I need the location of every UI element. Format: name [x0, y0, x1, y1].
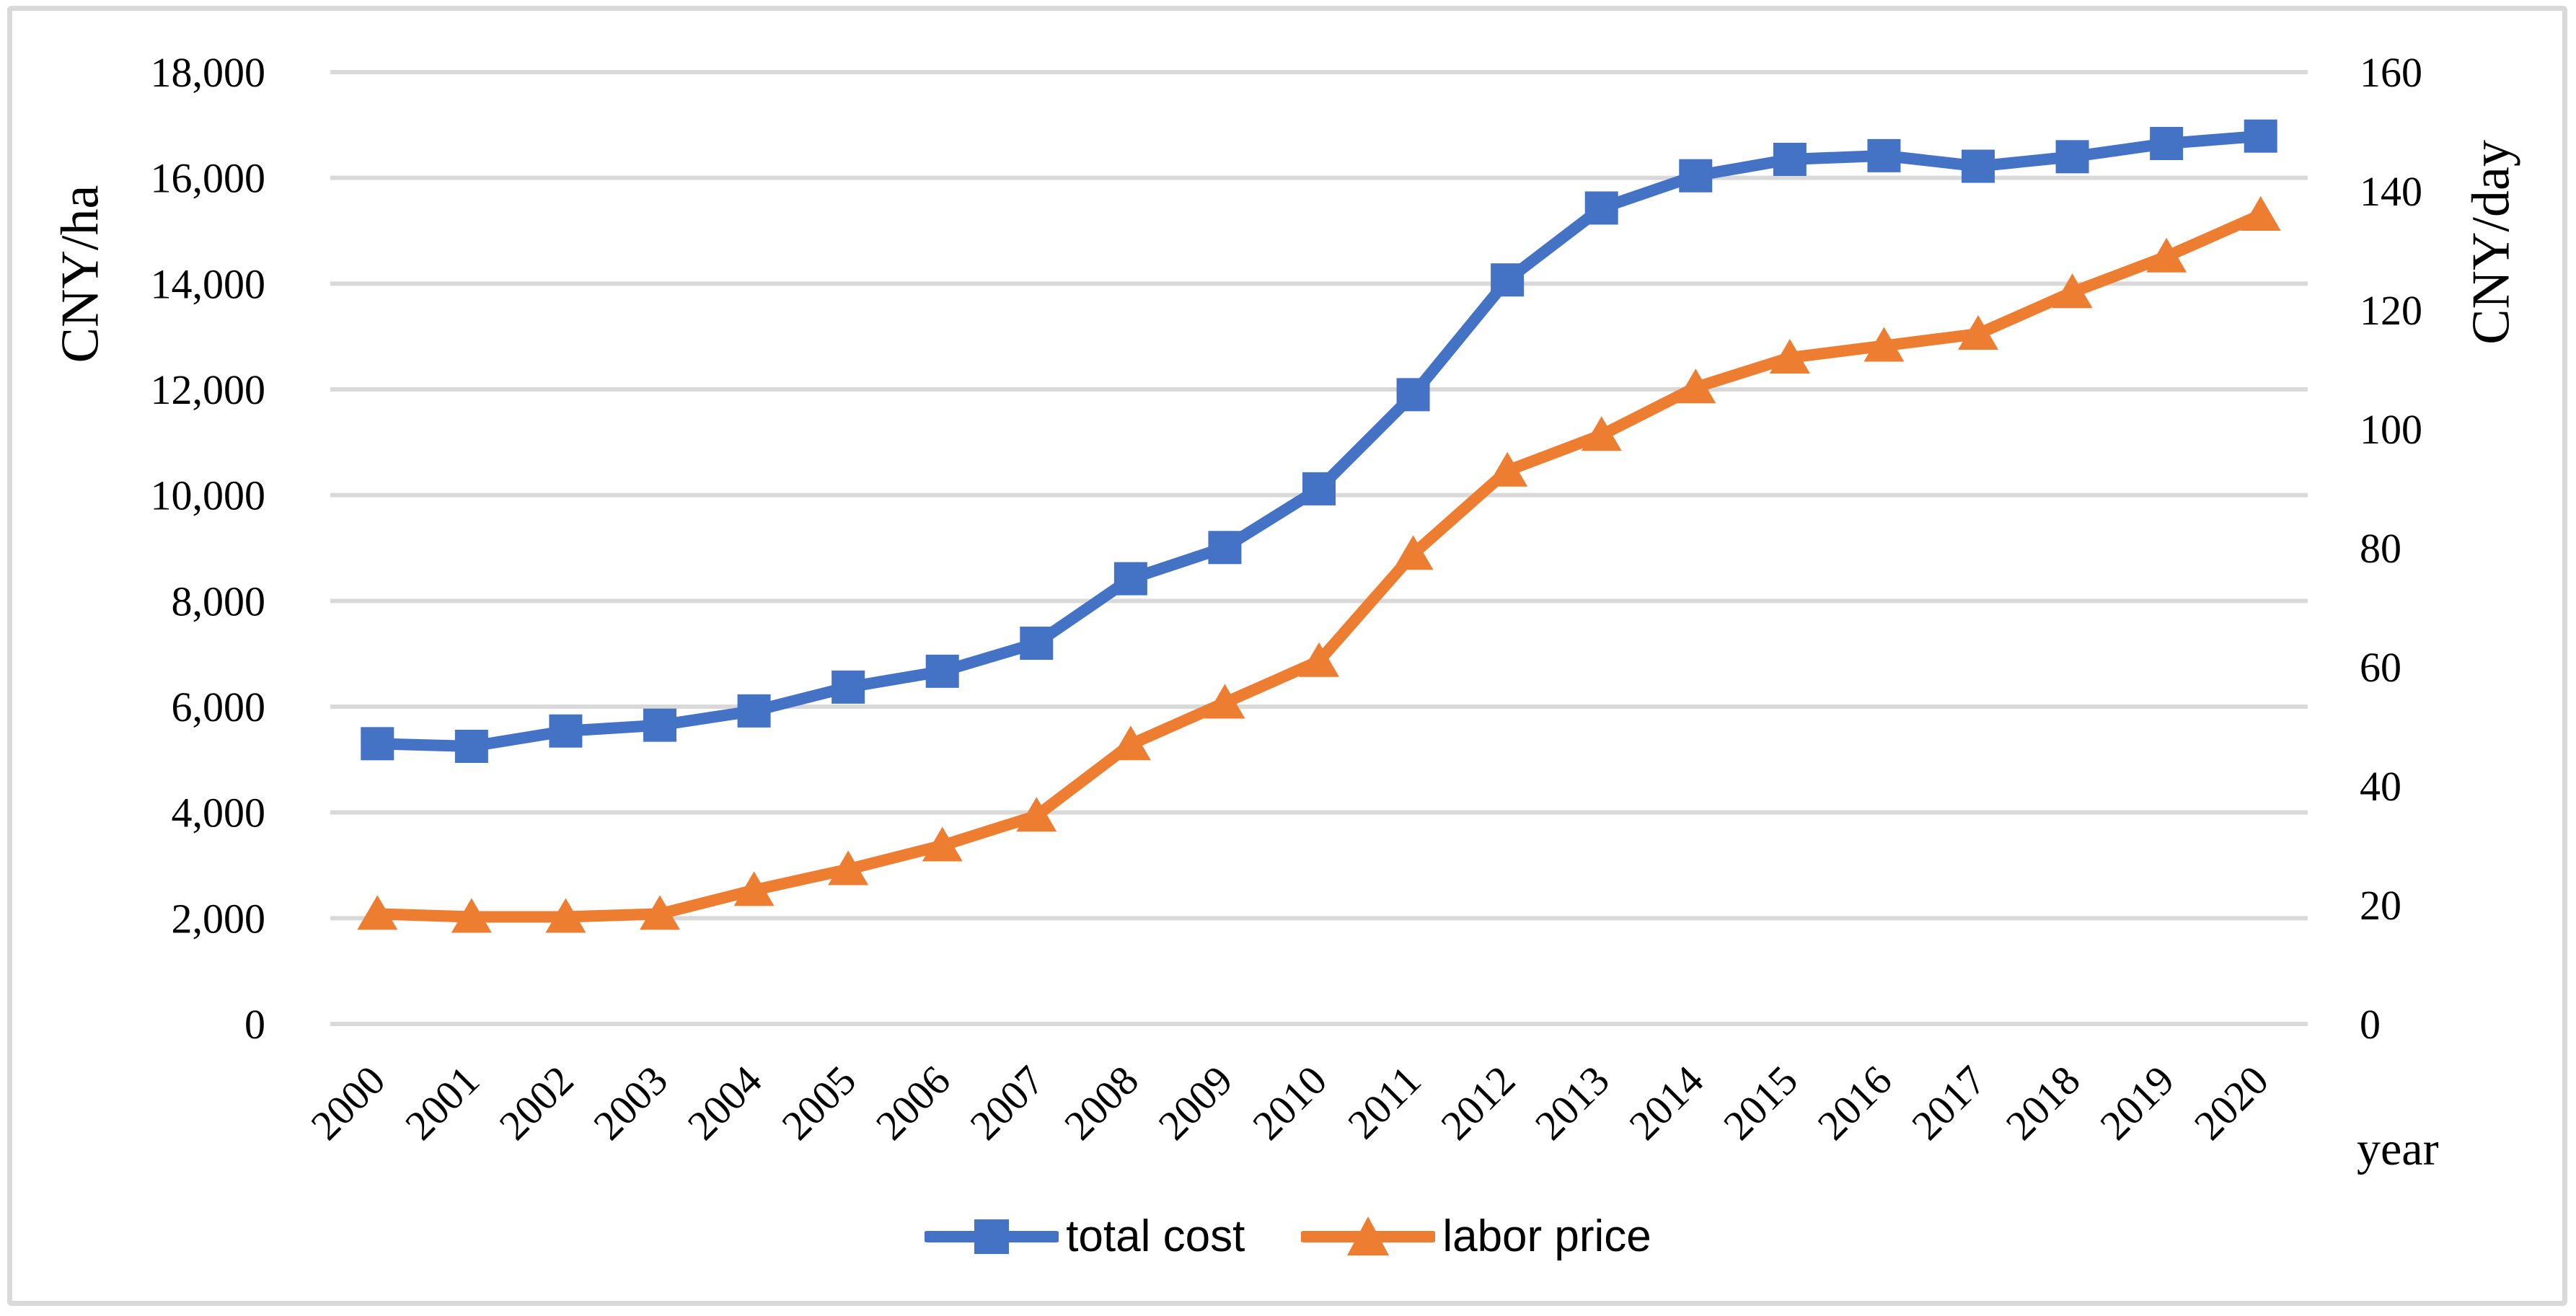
data-point — [545, 898, 586, 933]
data-point — [2146, 237, 2187, 273]
data-point — [2150, 127, 2184, 160]
triangle-marker-icon — [1347, 1216, 1390, 1255]
y-axis-tick-label-right: 80 — [2360, 525, 2401, 572]
y-axis-tick-label-left: 12,000 — [151, 366, 266, 413]
x-axis-tick-label: 2004 — [679, 1056, 771, 1149]
data-point — [640, 895, 680, 930]
x-axis-tick-label: 2003 — [584, 1056, 676, 1149]
y-axis-tick-label-left: 14,000 — [151, 260, 266, 307]
y-axis-tick-label-left: 6,000 — [172, 684, 266, 730]
data-point — [832, 670, 865, 704]
data-point — [643, 708, 676, 742]
y-axis-tick-label-right: 20 — [2360, 882, 2401, 929]
data-point — [1396, 378, 1430, 412]
x-axis-tick-label: 2005 — [772, 1056, 865, 1149]
legend: total cost labor price — [0, 1206, 2576, 1268]
y-axis-tick-label-right: 120 — [2360, 287, 2422, 334]
y-axis-tick-label-right: 160 — [2360, 49, 2422, 96]
data-point — [451, 898, 492, 933]
data-point — [1487, 451, 1528, 487]
right-axis-title: CNY/day — [2461, 140, 2521, 345]
data-point — [1958, 315, 1998, 350]
data-point — [2244, 119, 2277, 153]
legend-item-total-cost: total cost — [925, 1211, 1245, 1263]
y-axis-tick-label-left: 2,000 — [172, 895, 266, 942]
data-point — [357, 895, 398, 930]
y-axis-tick-label-right: 0 — [2360, 1001, 2381, 1048]
total-cost-line-marker-icon — [925, 1219, 1059, 1254]
data-point — [922, 826, 963, 862]
data-point — [828, 850, 869, 886]
data-point — [1208, 531, 1242, 565]
data-point — [1867, 138, 1901, 172]
data-point — [1302, 472, 1336, 505]
x-axis-tick-label: 2017 — [1902, 1056, 1995, 1149]
labor-price-line-marker-icon — [1301, 1216, 1436, 1255]
data-point — [1675, 368, 1716, 404]
left-axis-title: CNY/ha — [50, 185, 110, 363]
y-axis-tick-label-left: 4,000 — [172, 790, 266, 836]
legend-label-labor-price: labor price — [1442, 1211, 1651, 1261]
x-axis-tick-label: 2020 — [2185, 1056, 2277, 1149]
square-marker-icon — [974, 1219, 1010, 1254]
data-point — [1962, 149, 1995, 183]
y-axis-tick-label-right: 100 — [2360, 406, 2422, 453]
legend-item-labor-price: labor price — [1301, 1211, 1651, 1263]
y-axis-tick-label-left: 18,000 — [151, 49, 266, 96]
data-point — [361, 727, 394, 761]
data-point — [549, 714, 583, 748]
x-axis-tick-label: 2001 — [396, 1056, 488, 1149]
data-point — [1491, 263, 1525, 297]
legend-label-total-cost: total cost — [1066, 1211, 1245, 1261]
data-point — [737, 694, 771, 728]
data-point — [1773, 143, 1807, 176]
data-point — [733, 871, 775, 906]
x-axis-tick-label: 2006 — [867, 1056, 959, 1149]
x-axis-tick-label: 2009 — [1150, 1056, 1242, 1149]
y-axis-tick-label-left: 10,000 — [151, 472, 266, 519]
data-point — [1016, 797, 1057, 832]
data-point — [1393, 535, 1434, 570]
y-axis-tick-label-left: 16,000 — [151, 155, 266, 202]
data-point — [1299, 642, 1339, 677]
y-axis-tick-label-right: 60 — [2360, 644, 2401, 691]
data-point — [1110, 725, 1151, 761]
x-axis-tick-label: 2002 — [490, 1056, 583, 1149]
x-axis-tick-label: 2010 — [1243, 1056, 1336, 1149]
x-axis-tick-label: 2000 — [301, 1056, 394, 1149]
x-axis-title: year — [2357, 1123, 2439, 1175]
data-point — [1204, 684, 1245, 719]
data-point — [2240, 196, 2281, 231]
data-point — [2055, 140, 2089, 174]
y-axis-tick-label-right: 40 — [2360, 763, 2401, 810]
data-point — [925, 654, 959, 688]
data-point — [1769, 339, 1810, 374]
data-point — [1584, 191, 1618, 225]
x-axis-tick-label: 2011 — [1338, 1056, 1429, 1147]
x-axis-tick-label: 2019 — [2091, 1056, 2183, 1149]
data-point — [454, 730, 488, 763]
data-point — [1113, 562, 1147, 596]
x-axis-tick-label: 2013 — [1526, 1056, 1618, 1149]
x-axis-tick-label: 2014 — [1620, 1056, 1712, 1149]
data-point — [1581, 416, 1622, 451]
data-point — [2052, 273, 2093, 309]
data-point — [1020, 627, 1054, 660]
x-axis-tick-label: 2008 — [1055, 1056, 1147, 1149]
y-axis-tick-label-right: 140 — [2360, 168, 2422, 215]
x-axis-tick-label: 2012 — [1432, 1056, 1524, 1149]
y-axis-tick-label-left: 8,000 — [172, 578, 266, 624]
x-axis-tick-label: 2015 — [1714, 1056, 1807, 1149]
x-axis-tick-label: 2016 — [1809, 1056, 1901, 1149]
y-axis-tick-label-left: 0 — [244, 1001, 265, 1048]
x-axis-tick-label: 2007 — [961, 1056, 1053, 1149]
x-axis-tick-label: 2018 — [1997, 1056, 2089, 1149]
data-point — [1863, 327, 1905, 362]
data-point — [1679, 159, 1713, 193]
